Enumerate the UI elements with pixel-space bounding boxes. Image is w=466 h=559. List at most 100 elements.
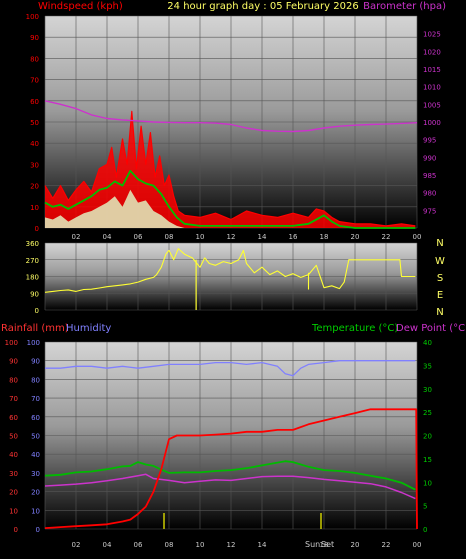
direction-ytick-label: 90: [30, 290, 39, 298]
temperature-axis-title: Temperature (°C): [311, 323, 398, 334]
wind-xtick-label: 18: [320, 233, 329, 241]
humidity-ytick-label: 50: [31, 433, 40, 441]
rainfall-ytick-label: 0: [14, 526, 18, 534]
wind-ytick-label: 80: [30, 55, 39, 63]
rainfall-ytick-label: 90: [9, 358, 18, 366]
barometer-line: [44, 100, 418, 133]
compass-label-s: S: [437, 273, 443, 284]
wind-ytick-label: 40: [30, 140, 39, 148]
temperature-ytick-label: 40: [423, 339, 432, 347]
wind-ytick-label: 100: [26, 13, 39, 21]
humidity-ytick-label: 100: [27, 339, 40, 347]
barometer-ytick-label: 995: [423, 137, 436, 145]
wind-average-line: [44, 169, 416, 229]
temp-xtick-label: 00: [413, 541, 422, 549]
humidity-ytick-label: 60: [31, 414, 40, 422]
wind-xtick-label: 20: [351, 233, 360, 241]
rainfall-ytick-label: 30: [9, 470, 18, 478]
temperature-ytick-label: 15: [423, 456, 432, 464]
wind-gust-line: [44, 110, 416, 227]
temp-xtick-label: 06: [134, 541, 143, 549]
direction-ytick-label: 270: [26, 257, 39, 265]
direction-ytick-label: 0: [35, 307, 39, 315]
wind-ytick-label: 0: [35, 225, 39, 233]
wind-xtick-label: 00: [413, 233, 422, 241]
temperature-ytick-label: 0: [423, 526, 427, 534]
rainfall-line: [44, 408, 418, 530]
wind-light-area: [45, 189, 416, 228]
wind-xtick-label: 04: [103, 233, 112, 241]
wind-ytick-label: 20: [30, 183, 39, 191]
rainfall-ytick-label: 40: [9, 451, 18, 459]
barometer-ytick-label: 980: [423, 190, 436, 198]
barometer-ytick-label: 990: [423, 154, 436, 162]
barometer-ytick-label: 975: [423, 207, 436, 215]
rainfall-ytick-label: 10: [9, 507, 18, 515]
rainfall-ytick-label: 80: [9, 376, 18, 384]
compass-label-n-bottom: N: [436, 307, 443, 318]
wind-ytick-label: 10: [30, 204, 39, 212]
dewpoint-axis-title: Dew Point (°C): [396, 323, 466, 334]
barometer-ytick-label: 1015: [423, 66, 441, 74]
wind-xtick-label: 08: [165, 233, 174, 241]
barometer-ytick-label: 1020: [423, 48, 441, 56]
barometer-axis-title: Barometer (hpa): [363, 1, 446, 12]
wind-ytick-label: 70: [30, 77, 39, 85]
temperature-ytick-label: 5: [423, 503, 427, 511]
temp-xtick-label: 10: [196, 541, 205, 549]
humidity-ytick-label: 70: [31, 395, 40, 403]
barometer-ytick-label: 1005: [423, 101, 441, 109]
humidity-ytick-label: 0: [36, 526, 40, 534]
wind-xtick-label: 06: [134, 233, 143, 241]
compass-label-w: W: [435, 256, 445, 267]
humidity-line: [45, 360, 416, 377]
barometer-ytick-label: 985: [423, 172, 436, 180]
temperature-line: [44, 460, 416, 491]
rainfall-ytick-label: 20: [9, 489, 18, 497]
series-layer: [44, 100, 418, 530]
temp-xtick-label: 20: [351, 541, 360, 549]
temp-xtick-label: 14: [258, 541, 267, 549]
wind-xtick-label: 22: [382, 233, 391, 241]
rainfall-ytick-label: 70: [9, 395, 18, 403]
humidity-ytick-label: 80: [31, 376, 40, 384]
sunset-label: Set: [321, 540, 334, 549]
temperature-ytick-label: 20: [423, 433, 432, 441]
wind-ytick-label: 30: [30, 161, 39, 169]
wind-xtick-label: 16: [289, 233, 298, 241]
direction-ytick-label: 360: [26, 240, 39, 248]
rainfall-axis-title: Rainfall (mm): [1, 323, 69, 334]
barometer-ytick-label: 1010: [423, 84, 441, 92]
temp-xtick-label: 12: [227, 541, 236, 549]
wind-xtick-label: 10: [196, 233, 205, 241]
barometer-ytick-label: 1000: [423, 119, 441, 127]
humidity-ytick-label: 20: [31, 489, 40, 497]
humidity-ytick-label: 40: [31, 451, 40, 459]
wind-direction-line: [44, 248, 416, 293]
rainfall-ytick-label: 100: [5, 339, 18, 347]
sunrise-label: Sun: [305, 540, 320, 549]
barometer-ytick-label: 1025: [423, 31, 441, 39]
humidity-ytick-label: 10: [31, 507, 40, 515]
wind-gust-area: [45, 111, 416, 228]
temp-xtick-label: 08: [165, 541, 174, 549]
direction-ytick-label: 180: [26, 274, 39, 282]
wind-xtick-label: 12: [227, 233, 236, 241]
windspeed-axis-title: Windspeed (kph): [38, 1, 123, 12]
wind-ytick-label: 60: [30, 98, 39, 106]
humidity-ytick-label: 30: [31, 470, 40, 478]
temp-xtick-label: 02: [72, 541, 81, 549]
rainfall-ytick-label: 50: [9, 433, 18, 441]
temperature-ytick-label: 35: [423, 362, 432, 370]
temp-xtick-label: 18: [320, 541, 329, 549]
temp-xtick-label: 04: [103, 541, 112, 549]
wind-ytick-label: 90: [30, 34, 39, 42]
wind-xtick-label: 14: [258, 233, 267, 241]
graph-title: 24 hour graph day : 05 February 2026: [167, 1, 358, 12]
rainfall-ytick-label: 60: [9, 414, 18, 422]
compass-label-n-top: N: [436, 238, 443, 249]
compass-labels: N W S E N: [435, 238, 445, 318]
dewpoint-line: [44, 473, 416, 500]
